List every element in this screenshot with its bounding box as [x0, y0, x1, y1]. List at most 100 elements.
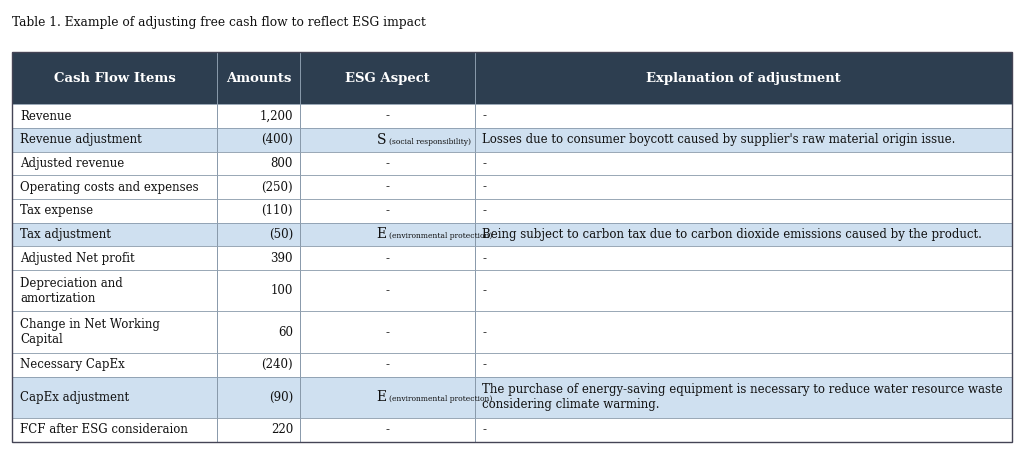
Text: (110): (110) — [261, 204, 293, 217]
Text: The purchase of energy-saving equipment is necessary to reduce water resource wa: The purchase of energy-saving equipment … — [482, 383, 1002, 411]
Bar — [12, 104, 1012, 128]
Text: ESG Aspect: ESG Aspect — [345, 72, 430, 85]
Text: Explanation of adjustment: Explanation of adjustment — [646, 72, 841, 85]
Bar — [12, 222, 217, 246]
Bar — [300, 104, 475, 128]
Bar — [12, 152, 1012, 175]
Text: -: - — [482, 424, 486, 436]
Text: 100: 100 — [270, 284, 293, 297]
Bar — [475, 128, 1012, 152]
Bar — [217, 199, 300, 222]
Bar — [217, 104, 300, 128]
Text: -: - — [386, 157, 389, 170]
Bar — [475, 311, 1012, 353]
Bar — [12, 199, 1012, 222]
Text: Table 1. Example of adjusting free cash flow to reflect ESG impact: Table 1. Example of adjusting free cash … — [12, 16, 426, 29]
Bar — [217, 376, 300, 418]
Bar — [300, 199, 475, 222]
Bar — [217, 270, 300, 311]
Text: -: - — [482, 326, 486, 339]
Text: -: - — [386, 326, 389, 339]
Bar — [475, 52, 1012, 104]
Bar — [475, 104, 1012, 128]
Text: (environmental protection): (environmental protection) — [388, 395, 492, 403]
Text: -: - — [386, 358, 389, 371]
Bar — [475, 270, 1012, 311]
Text: Losses due to consumer boycott caused by supplier's raw material origin issue.: Losses due to consumer boycott caused by… — [482, 133, 955, 146]
Bar — [217, 353, 300, 376]
Bar — [300, 175, 475, 199]
Bar — [12, 353, 1012, 376]
Bar — [300, 311, 475, 353]
Text: E: E — [377, 227, 386, 241]
Text: 800: 800 — [270, 157, 293, 170]
Bar — [217, 152, 300, 175]
Bar — [12, 418, 217, 442]
Bar — [475, 418, 1012, 442]
Text: (50): (50) — [268, 228, 293, 241]
Text: (400): (400) — [261, 133, 293, 146]
Text: -: - — [386, 181, 389, 193]
Text: (240): (240) — [261, 358, 293, 371]
Bar — [300, 246, 475, 270]
Text: -: - — [482, 181, 486, 193]
Text: -: - — [482, 110, 486, 122]
Text: 60: 60 — [278, 326, 293, 339]
Text: -: - — [482, 204, 486, 217]
Bar — [300, 270, 475, 311]
Bar — [12, 52, 217, 104]
Text: Depreciation and
amortization: Depreciation and amortization — [20, 277, 123, 305]
Bar — [475, 376, 1012, 418]
Bar — [475, 353, 1012, 376]
Text: Revenue: Revenue — [20, 110, 72, 122]
Text: Cash Flow Items: Cash Flow Items — [54, 72, 175, 85]
Bar — [475, 199, 1012, 222]
Bar — [12, 353, 217, 376]
Text: CapEx adjustment: CapEx adjustment — [20, 391, 130, 404]
Text: -: - — [386, 284, 389, 297]
Bar — [12, 418, 1012, 442]
Bar — [300, 152, 475, 175]
Bar — [12, 270, 217, 311]
Text: -: - — [386, 204, 389, 217]
Bar — [12, 175, 1012, 199]
Text: Being subject to carbon tax due to carbon dioxide emissions caused by the produc: Being subject to carbon tax due to carbo… — [482, 228, 982, 241]
Bar — [12, 104, 217, 128]
Text: -: - — [482, 284, 486, 297]
Text: Operating costs and expenses: Operating costs and expenses — [20, 181, 199, 193]
Text: -: - — [386, 424, 389, 436]
Text: Change in Net Working
Capital: Change in Net Working Capital — [20, 318, 161, 346]
Text: (250): (250) — [261, 181, 293, 193]
Bar — [12, 376, 217, 418]
Bar — [475, 152, 1012, 175]
Text: Necessary CapEx: Necessary CapEx — [20, 358, 125, 371]
Bar — [300, 376, 475, 418]
Text: 390: 390 — [270, 251, 293, 265]
Bar — [12, 246, 217, 270]
Text: E: E — [377, 390, 386, 404]
Text: Revenue adjustment: Revenue adjustment — [20, 133, 142, 146]
Text: Amounts: Amounts — [226, 72, 292, 85]
Bar — [12, 311, 217, 353]
Bar — [12, 52, 1012, 442]
Bar — [12, 222, 1012, 246]
Text: (90): (90) — [268, 391, 293, 404]
Bar — [217, 222, 300, 246]
Text: (environmental protection): (environmental protection) — [388, 232, 492, 240]
Bar — [300, 353, 475, 376]
Bar — [300, 418, 475, 442]
Text: -: - — [482, 251, 486, 265]
Text: -: - — [386, 110, 389, 122]
Bar — [12, 128, 1012, 152]
Bar — [300, 52, 475, 104]
Text: 220: 220 — [270, 424, 293, 436]
Text: Tax expense: Tax expense — [20, 204, 93, 217]
Bar — [217, 175, 300, 199]
Bar — [217, 52, 300, 104]
Text: 1,200: 1,200 — [259, 110, 293, 122]
Bar — [12, 152, 217, 175]
Bar — [217, 311, 300, 353]
Bar — [12, 246, 1012, 270]
Bar — [217, 246, 300, 270]
Text: S: S — [377, 133, 386, 147]
